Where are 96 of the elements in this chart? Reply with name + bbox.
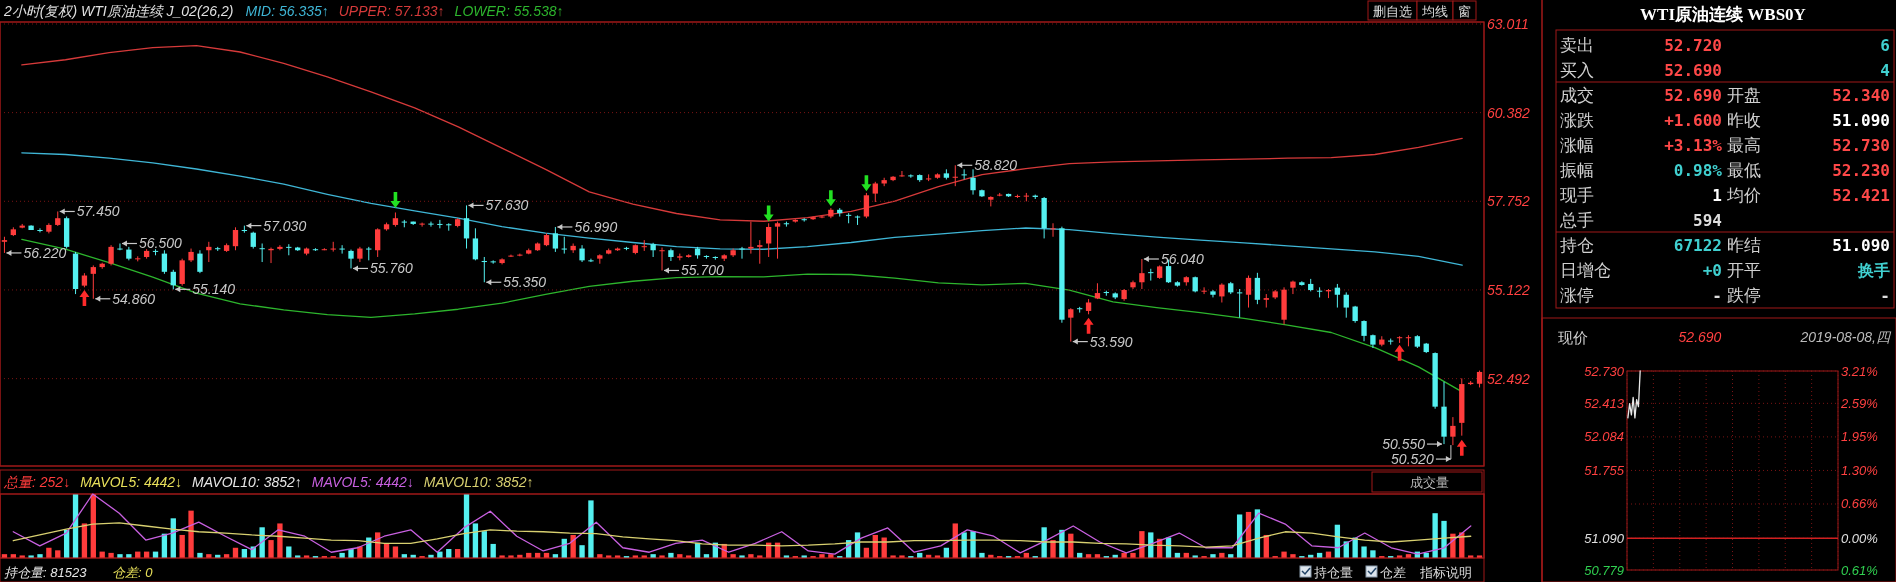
text: 57.030 [263,217,307,234]
text: 55.350 [503,274,547,291]
text: - [1712,285,1722,305]
text: MAVOL5: 4442↓ [80,474,183,490]
text: 52.720 [1664,35,1722,55]
text: 57.630 [485,197,529,214]
text: 昨结 [1727,235,1761,255]
text: 删自选 [1373,3,1412,19]
text: +1.600 [1664,110,1722,130]
text: +3.13% [1664,135,1723,155]
text: UPPER: 57.133↑ [338,3,445,19]
text: 总手 [1559,210,1594,230]
text: 0.98% [1673,160,1723,180]
text: 52.730 [1832,135,1890,155]
text: 56.220 [23,244,67,261]
text: 均线 [1421,3,1448,19]
text: 最低 [1727,160,1761,180]
text: MAVOL5: 4442↓ [311,474,414,490]
text: WTI原油连续 WBS0Y [1640,4,1806,24]
y2-tick-label: 1.30% [1841,463,1878,478]
y2-tick-label: 2.59% [1840,395,1878,411]
chart-title: 现价 [1558,328,1588,346]
y2-tick-label: 1.95% [1841,429,1878,445]
text: - [1880,285,1890,305]
y-tick-label: 52.084 [1584,429,1624,445]
text: 换手 [1857,260,1890,280]
text: 涨停 [1560,285,1594,305]
y2-tick-label: 3.21% [1841,363,1878,379]
text: 67122 [1673,235,1722,255]
y-tick-label: 52.492 [1487,370,1531,387]
text: 54.860 [112,290,156,307]
text: MAVOL10: 3852↑ [192,474,302,490]
text: 6 [1880,35,1890,55]
text: 卖出 [1560,35,1594,55]
series-label: 总量: 252↓ [3,474,71,490]
text: 指标说明 [1419,564,1472,580]
text: 涨跌 [1560,110,1594,130]
text: 持仓量: 81523 [4,564,88,580]
text: 50.550 [1382,436,1426,453]
text: 56.500 [138,235,182,252]
text: 1 [1712,185,1722,205]
text: 昨收 [1727,110,1761,130]
y2-tick-label: 0.00% [1841,530,1878,546]
text: 55.700 [681,262,724,279]
text: 仓差: 0 [112,564,154,580]
text: 52.421 [1832,185,1890,205]
text: 56.990 [574,218,618,235]
text: 52.230 [1832,160,1890,180]
text: 55.140 [192,281,236,298]
text: 58.820 [974,157,1018,174]
text: 现手 [1560,185,1594,205]
text: 52.690 [1664,85,1722,105]
y-tick-label: 51.090 [1584,530,1625,546]
text: 跌停 [1727,285,1761,305]
y-tick-label: 63.011 [1487,15,1529,32]
text: 均价 [1726,185,1761,205]
text: 55.760 [370,260,413,277]
text: 57.450 [76,203,120,220]
y-tick-label: 52.730 [1584,363,1625,379]
text: 持仓 [1560,235,1594,255]
chart-title: 2小时(复权) WTI原油连续 J_02(26,2) [3,3,234,19]
y-tick-label: 55.122 [1487,281,1531,298]
text: 2019-08-08,四 [1799,329,1892,345]
text: 最高 [1727,135,1761,155]
text: 52.690 [1678,329,1722,345]
text: 50.520 [1391,451,1434,468]
text: LOWER: 55.538↑ [454,3,564,19]
text: 51.090 [1832,235,1890,255]
text: 4 [1880,60,1890,80]
text: 日增仓 [1560,260,1611,280]
text: 开平 [1727,260,1761,280]
text: 振幅 [1560,160,1594,180]
text: 成交量 [1410,474,1449,490]
text: 窗 [1458,3,1471,19]
y2-tick-label: 0.61% [1841,562,1878,578]
text: 成交 [1560,85,1594,105]
text: MAVOL10: 3852↑ [423,474,534,490]
y2-tick-label: 0.66% [1841,496,1878,512]
y-tick-label: 51.755 [1584,462,1625,478]
text: 买入 [1560,60,1594,80]
text: 52.340 [1832,85,1890,105]
text: 仓差 [1380,564,1406,580]
text: 52.690 [1664,60,1722,80]
text: MID: 56.335↑ [245,3,329,19]
y-tick-label: 60.382 [1487,104,1531,121]
text: +0 [1702,260,1722,280]
text: 涨幅 [1560,135,1594,155]
y-tick-label: 50.779 [1584,562,1624,578]
text: 51.090 [1832,110,1890,130]
y-tick-label: 57.752 [1487,193,1531,210]
y-tick-label: 52.413 [1584,395,1625,411]
text: 594 [1693,210,1722,230]
text: 持仓量 [1314,564,1353,580]
text: 53.590 [1089,333,1133,350]
text: 开盘 [1727,85,1761,105]
text: 56.040 [1160,251,1204,267]
